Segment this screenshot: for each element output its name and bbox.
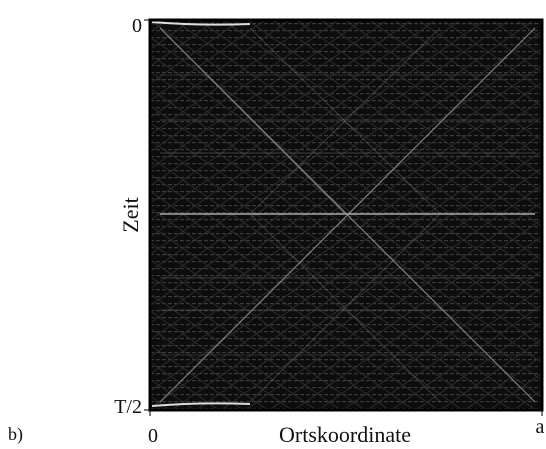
y-end-label: T/2 bbox=[114, 396, 142, 418]
y-start-label: 0 bbox=[132, 15, 142, 37]
x-axis-label: Ortskoordinate bbox=[279, 422, 411, 447]
x-end-label: a bbox=[536, 416, 545, 438]
y-axis-label: Zeit bbox=[118, 197, 143, 232]
x-start-label: 0 bbox=[148, 425, 158, 447]
figure: 0 T/2 Zeit 0 Ortskoordinate a b) bbox=[0, 0, 546, 449]
density-plot bbox=[144, 20, 542, 416]
panel-label: b) bbox=[8, 424, 23, 445]
